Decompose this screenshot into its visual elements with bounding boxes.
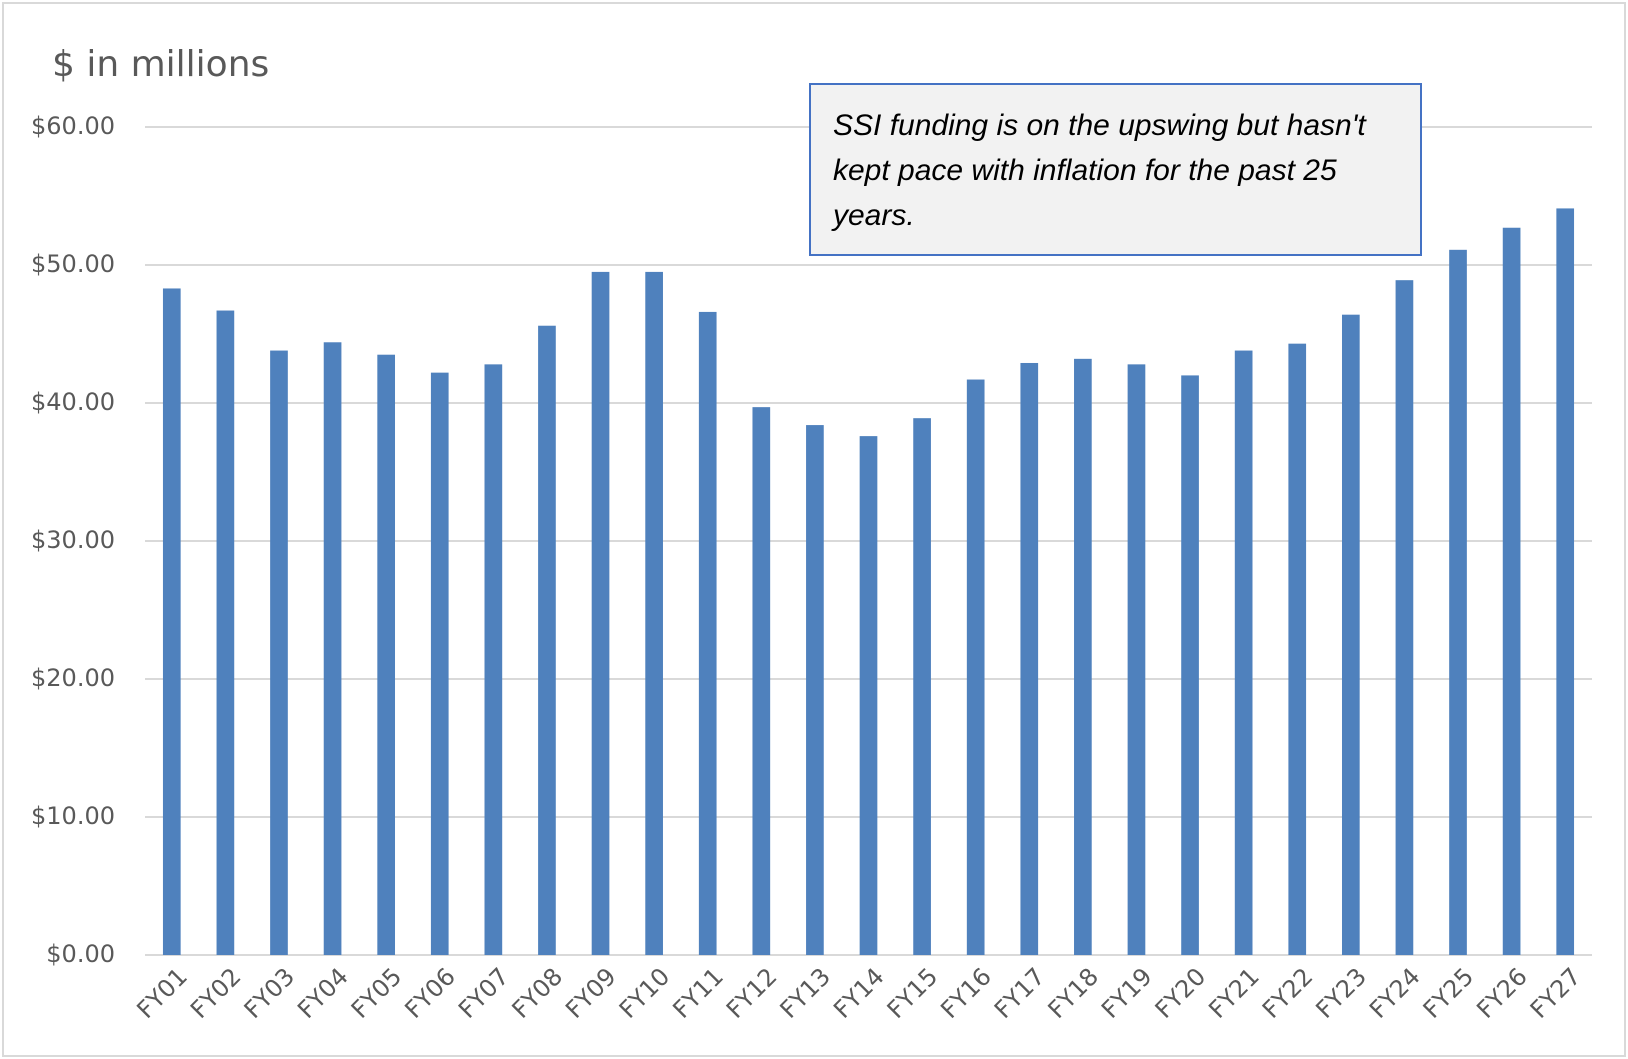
x-tick-label: FY04: [292, 962, 354, 1024]
x-tick-label: FY06: [399, 962, 461, 1024]
bar: [1502, 227, 1521, 956]
x-tick-label: FY11: [667, 962, 729, 1024]
x-tick-label: FY18: [1043, 962, 1105, 1024]
bar: [538, 325, 556, 956]
y-tick-label: $30.00: [31, 526, 115, 554]
x-tick-label: FY09: [560, 962, 622, 1024]
x-tick-label: FY05: [346, 962, 408, 1024]
y-tick-label: $40.00: [31, 388, 115, 416]
bar: [698, 311, 717, 955]
x-tick-label: FY03: [239, 962, 301, 1024]
bar: [913, 418, 931, 955]
x-tick-label: FY21: [1203, 962, 1265, 1024]
bar: [484, 364, 503, 955]
x-tick-label: FY15: [882, 962, 944, 1024]
bar: [1074, 358, 1092, 956]
x-tick-label: FY08: [507, 962, 569, 1024]
x-tick-label: FY20: [1150, 962, 1212, 1024]
bar: [377, 354, 396, 955]
bar: [323, 342, 342, 955]
bar: [645, 271, 663, 955]
x-tick-label: FY25: [1418, 962, 1480, 1024]
bar: [1127, 364, 1146, 955]
x-tick-label: FY07: [453, 962, 515, 1024]
bar: [1234, 350, 1253, 955]
x-tick-label: FY22: [1257, 962, 1319, 1024]
bar: [966, 379, 985, 955]
bar: [752, 407, 771, 955]
x-tick-label: FY19: [1096, 962, 1158, 1024]
x-tick-label: FY12: [721, 962, 783, 1024]
bar: [270, 350, 288, 955]
bar: [1449, 249, 1467, 955]
x-tick-label: FY23: [1310, 962, 1372, 1024]
x-tick-label: FY14: [828, 962, 890, 1024]
x-tick-label: FY16: [935, 962, 997, 1024]
x-tick-label: FY13: [775, 962, 837, 1024]
x-tick-label: FY27: [1525, 962, 1587, 1024]
bar: [162, 288, 181, 956]
bar: [1395, 280, 1414, 955]
y-tick-label: $50.00: [31, 250, 115, 278]
bar: [859, 436, 878, 955]
y-tick-label: $0.00: [46, 940, 115, 968]
y-tick-label: $20.00: [31, 664, 115, 692]
bar: [806, 425, 824, 956]
x-tick-label: FY10: [614, 962, 676, 1024]
x-tick-label: FY02: [185, 962, 247, 1024]
bar: [1020, 362, 1039, 956]
y-tick-label: $60.00: [31, 112, 115, 140]
bar: [430, 372, 449, 955]
bar: [591, 271, 610, 955]
y-axis-label: $ in millions: [52, 44, 269, 85]
bar: [1556, 208, 1575, 956]
annotation: SSI funding is on the upswing but hasn't…: [809, 83, 1422, 256]
bar: [216, 310, 235, 955]
x-tick-label: FY24: [1364, 962, 1426, 1024]
bar: [1341, 314, 1360, 955]
y-tick-label: $10.00: [31, 802, 115, 830]
bar: [1288, 343, 1307, 955]
bar: [1181, 375, 1199, 955]
x-tick-label: FY26: [1471, 962, 1533, 1024]
x-tick-label: FY01: [131, 962, 193, 1024]
x-tick-label: FY17: [989, 962, 1051, 1024]
